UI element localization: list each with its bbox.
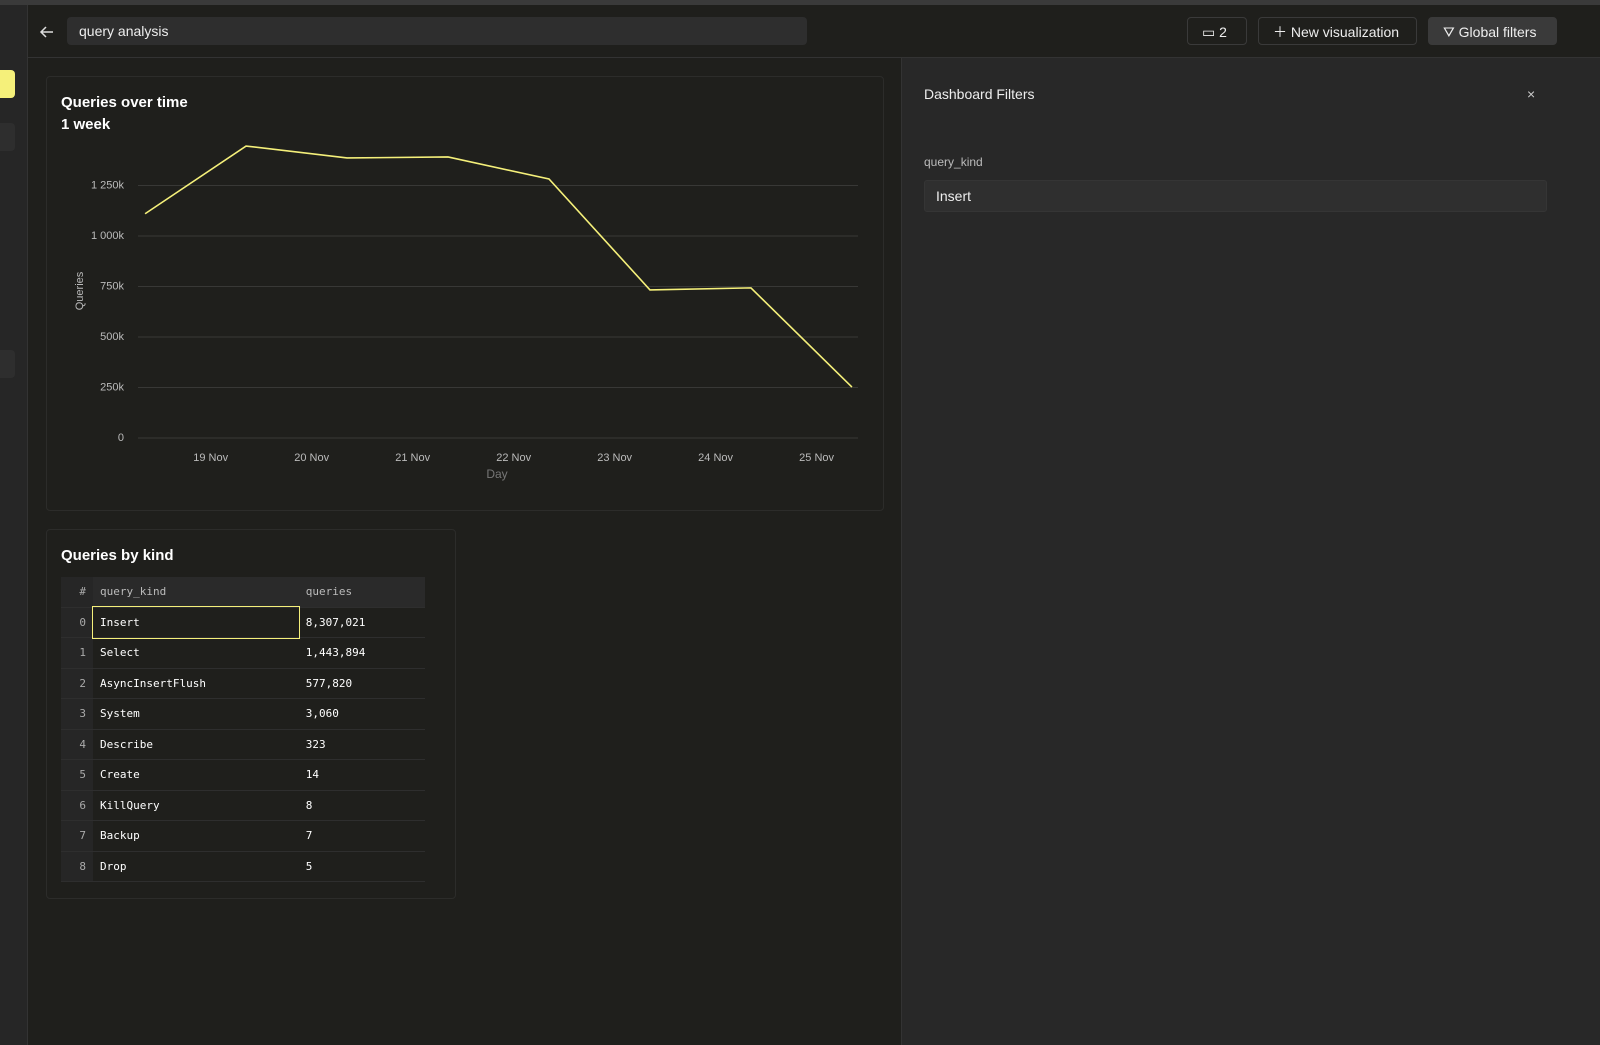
table-row[interactable]: 4Describe323 [61,729,425,760]
table-cell: 323 [299,729,425,760]
y-tick-label: 750k [100,280,124,292]
count: 2 [1219,24,1227,40]
table-cell: Drop [93,851,299,882]
table-cell: 5 [299,851,425,882]
table-row[interactable]: 8Drop5 [61,851,425,882]
x-tick-label: 23 Nov [597,452,632,464]
table-cell: Describe [93,729,299,760]
table-cell: AsyncInsertFlush [93,668,299,699]
x-axis-label: Day [486,467,507,481]
x-tick-label: 24 Nov [698,452,733,464]
sidebar-item[interactable] [0,70,15,98]
table-cell: System [93,699,299,730]
chart-card: Queries over time 1 week Day Queries 0 25… [46,76,884,511]
sidebar [0,5,28,1045]
line-series [145,146,852,387]
table-row[interactable]: 3System3,060 [61,699,425,730]
global-filters-button[interactable]: ⛛ Global filters [1428,17,1557,45]
filters-panel: Dashboard Filters × query_kind Insert [901,58,1600,1045]
x-tick-label: 19 Nov [193,452,228,464]
y-tick-label: 250k [100,381,124,393]
x-tick-label: 21 Nov [395,452,430,464]
table-title: Queries by kind [61,547,174,564]
column-header: queries [299,577,425,607]
y-tick-label: 0 [118,432,124,444]
y-tick-label: 1 250k [91,179,125,191]
row-index: 1 [61,638,93,669]
table-cell: KillQuery [93,790,299,821]
x-tick-label: 20 Nov [294,452,329,464]
table-cell: 8,307,021 [299,607,425,638]
row-index: 8 [61,851,93,882]
panel-title: Dashboard Filters [924,86,1035,102]
column-header: query_kind [93,577,299,607]
table-cell: 3,060 [299,699,425,730]
back-button[interactable] [38,24,56,40]
column-header: # [61,577,93,607]
chart-subtitle: 1 week [61,116,111,133]
table-row[interactable]: 1Select1,443,894 [61,638,425,669]
table-card: Queries by kind #query_kindqueries 0Inse… [46,529,456,899]
count-button[interactable]: ▭ 2 [1187,17,1247,45]
sidebar-item[interactable] [0,123,15,151]
table-cell: Create [93,760,299,791]
button-label: New visualization [1291,24,1399,40]
table-cell: 14 [299,760,425,791]
table-row[interactable]: 2AsyncInsertFlush577,820 [61,668,425,699]
y-tick-label: 1 000k [91,230,125,242]
chart-title: Queries over time [61,94,188,111]
table-row[interactable]: 5Create14 [61,760,425,791]
close-button[interactable]: × [1527,86,1535,102]
new-visualization-button[interactable]: ＋ New visualization [1258,17,1417,45]
chart: Queries over time 1 week Day Queries 0 25… [47,77,883,510]
table-row[interactable]: 0Insert8,307,021 [61,607,425,638]
table-cell: Select [93,638,299,669]
x-tick-label: 25 Nov [799,452,834,464]
row-index: 6 [61,790,93,821]
row-index: 4 [61,729,93,760]
table-row[interactable]: 7Backup7 [61,821,425,852]
table-cell: 7 [299,821,425,852]
title-input[interactable]: query analysis [67,17,807,45]
filter-select[interactable]: Insert [924,180,1547,212]
sidebar-item[interactable] [0,350,15,378]
table-cell: 577,820 [299,668,425,699]
x-tick-label: 22 Nov [496,452,531,464]
table-cell: 1,443,894 [299,638,425,669]
y-tick-label: 500k [100,331,124,343]
y-axis-label: Queries [74,271,86,310]
filter-label: query_kind [924,155,983,169]
table-cell: Backup [93,821,299,852]
row-index: 5 [61,760,93,791]
row-index: 3 [61,699,93,730]
header-row: #query_kindqueries [61,577,425,607]
row-index: 2 [61,668,93,699]
row-index: 7 [61,821,93,852]
button-label: Global filters [1459,24,1537,40]
table-cell: 8 [299,790,425,821]
data-table: #query_kindqueries 0Insert8,307,0211Sele… [61,577,425,882]
table-row[interactable]: 6KillQuery8 [61,790,425,821]
row-index: 0 [61,607,93,638]
table-cell: Insert [93,607,299,638]
